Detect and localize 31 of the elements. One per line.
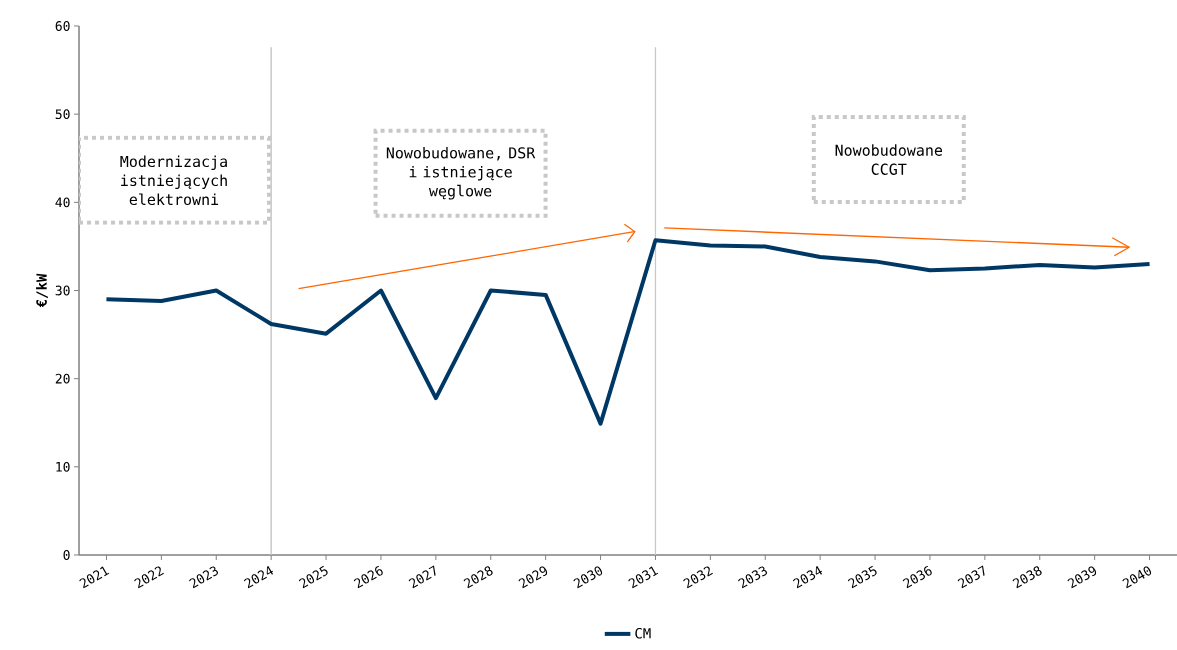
x-tick-label: 2033 xyxy=(738,566,768,589)
legend-label: CM xyxy=(635,627,651,639)
x-tick-label: 2038 xyxy=(1012,566,1042,589)
y-tick-label: 20 xyxy=(55,373,70,384)
x-tick-label: 2039 xyxy=(1067,566,1097,589)
y-tick-label: 0 xyxy=(63,550,70,560)
x-tick-label: 2023 xyxy=(189,566,219,589)
annotation: Nowobudowane, DSR i istniejące węglowe xyxy=(386,146,536,200)
x-tick-label: 2034 xyxy=(792,565,823,589)
annotation: Modernizacja istniejących elektrowni xyxy=(120,155,227,206)
x-tick-label: 2036 xyxy=(902,565,932,589)
y-tick-label: 10 xyxy=(56,461,70,472)
y-tick-label: 50 xyxy=(55,109,70,120)
x-tick-label: 2030 xyxy=(573,566,603,589)
x-tick-label: 2021 xyxy=(79,566,110,589)
x-tick-label: 2031 xyxy=(628,566,659,589)
x-tick-label: 2025 xyxy=(298,565,328,589)
x-tick-label: 2035 xyxy=(847,565,877,589)
x-tick-label: 2032 xyxy=(683,566,713,589)
x-tick-label: 2029 xyxy=(518,566,548,589)
x-tick-label: 2024 xyxy=(243,565,274,589)
x-tick-label: 2040 xyxy=(1122,566,1152,589)
x-tick-label: 2026 xyxy=(353,565,383,589)
y-tick-label: 30 xyxy=(55,285,70,296)
y-tick-label: 40 xyxy=(55,197,70,208)
y-tick-label: 60 xyxy=(55,21,70,31)
annotation: Nowobudowane CCGT xyxy=(835,144,943,175)
x-tick-label: 2028 xyxy=(463,566,493,589)
y-axis-title: €/kW xyxy=(36,273,48,308)
x-tick-label: 2022 xyxy=(134,566,164,589)
line-series xyxy=(104,238,1152,426)
